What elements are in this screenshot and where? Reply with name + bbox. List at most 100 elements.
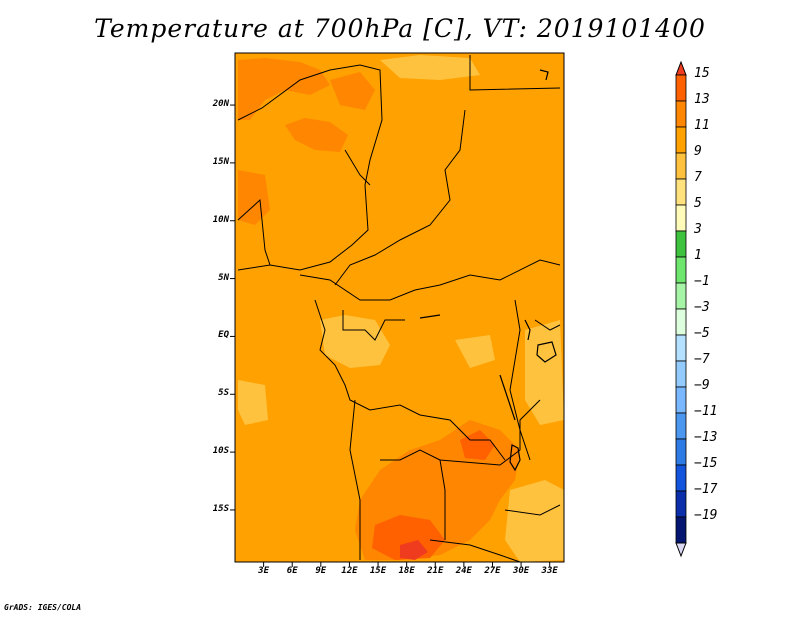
- x-tick-label: 18E: [398, 566, 415, 576]
- country-borders: [237, 55, 561, 562]
- lake-outline: [539, 69, 549, 81]
- colorbar-label: −1: [694, 274, 710, 289]
- temperature-shading: [238, 55, 564, 562]
- x-tick-label: 33E: [541, 566, 558, 576]
- border-lines: [314, 299, 506, 461]
- colorbar-label: −13: [694, 430, 718, 445]
- colorbar-box: [675, 204, 687, 232]
- colorbar-label: −9: [694, 378, 710, 393]
- border-lines: [237, 198, 271, 266]
- warm-region-west: [238, 170, 270, 225]
- border-lines: [429, 539, 521, 562]
- y-tick-label: 5S: [218, 388, 229, 399]
- border-lines: [504, 504, 561, 516]
- colorbar-label: −7: [694, 352, 710, 367]
- footer-credit: GrADS: IGES/COLA: [4, 603, 82, 612]
- colorbar-label: −17: [694, 482, 718, 497]
- y-tick-label: 15S: [212, 503, 229, 514]
- border-lines: [380, 449, 446, 540]
- lake-outline: [536, 341, 557, 363]
- colorbar-label: 7: [694, 170, 702, 185]
- border-lines: [344, 149, 371, 186]
- x-tick-label: 9E: [315, 566, 327, 576]
- colorbar-label: 15: [694, 66, 710, 81]
- y-tick-label: 5N: [218, 272, 229, 283]
- x-tick-label: 30E: [512, 566, 530, 576]
- x-tick-label: 12E: [341, 566, 358, 576]
- colorbar-box: [675, 334, 687, 362]
- colorbar-box: [675, 438, 687, 466]
- border-lines: [299, 259, 561, 301]
- border-lines: [534, 319, 561, 331]
- colorbar-label: −3: [694, 300, 710, 315]
- colorbar-label: 3: [694, 222, 702, 237]
- y-tick-label: 10S: [212, 446, 229, 457]
- border-lines: [439, 399, 541, 466]
- hot-region-spot: [400, 540, 428, 560]
- hot-region-south: [460, 430, 495, 460]
- colorbar-box: [675, 464, 687, 492]
- colorbar-label: 9: [694, 144, 702, 159]
- colorbar-box: [675, 386, 687, 414]
- colorbar-box: [675, 100, 687, 128]
- lakes: [419, 69, 557, 472]
- border-lines: [349, 399, 361, 560]
- border-lines: [469, 55, 561, 91]
- border-lines: [342, 310, 405, 341]
- x-tick-label: 24E: [455, 566, 472, 576]
- y-tick-label: 10N: [212, 214, 229, 225]
- colorbar-box: [675, 360, 687, 388]
- colorbar-box: [675, 178, 687, 206]
- y-axis-ticks: [230, 104, 235, 511]
- cool-region-southeast: [505, 480, 564, 562]
- colorbar-box: [675, 230, 687, 258]
- x-tick-label: 3E: [258, 566, 270, 576]
- lake-outline: [509, 444, 521, 472]
- lake-outline: [524, 319, 531, 341]
- colorbar-top-arrow: [675, 60, 687, 76]
- border-lines: [237, 64, 383, 271]
- colorbar-box: [675, 308, 687, 336]
- colorbar-label: −15: [694, 456, 718, 471]
- y-tick-label: EQ: [218, 330, 229, 341]
- cool-region-gabon: [320, 315, 390, 368]
- colorbar-bottom-arrow: [675, 542, 687, 558]
- colorbar-label: 13: [694, 92, 710, 107]
- border-lines: [334, 109, 466, 286]
- y-tick-label: 15N: [212, 156, 229, 167]
- colorbar-box: [675, 516, 687, 544]
- map-frame: [234, 52, 565, 563]
- colorbar-box: [675, 490, 687, 518]
- lake-outline: [419, 314, 441, 319]
- colorbar-box: [675, 412, 687, 440]
- colorbar-label: 5: [694, 196, 702, 211]
- warm-region-sahara-north: [285, 118, 348, 152]
- x-axis-ticks: [263, 562, 551, 567]
- colorbar-label: −19: [694, 508, 718, 523]
- warm-region-sahara-nw: [238, 58, 330, 120]
- colorbar-label: 11: [694, 118, 710, 133]
- x-tick-label: 21E: [427, 566, 444, 576]
- colorbar: [675, 60, 687, 558]
- x-tick-label: 27E: [484, 566, 501, 576]
- border-lines: [509, 299, 531, 461]
- cool-region-east-coast: [525, 320, 564, 425]
- cool-region-central: [455, 335, 495, 368]
- x-tick-label: 6E: [286, 566, 298, 576]
- cool-region-southwest: [238, 380, 268, 425]
- colorbar-label: −5: [694, 326, 710, 341]
- y-tick-label: 20N: [212, 99, 229, 110]
- colorbar-box: [675, 152, 687, 180]
- colorbar-box: [675, 74, 687, 102]
- colorbar-box: [675, 126, 687, 154]
- colorbar-box: [675, 282, 687, 310]
- colorbar-box: [675, 256, 687, 284]
- colorbar-label: −11: [694, 404, 718, 419]
- hot-region-angola-zambia: [372, 515, 445, 560]
- warm-region-chad: [330, 72, 375, 110]
- x-tick-label: 15E: [369, 566, 387, 576]
- cool-region-north: [380, 55, 480, 80]
- chart-title: Temperature at 700hPa [C], VT: 201910140…: [94, 14, 706, 43]
- lake-outline: [499, 374, 516, 421]
